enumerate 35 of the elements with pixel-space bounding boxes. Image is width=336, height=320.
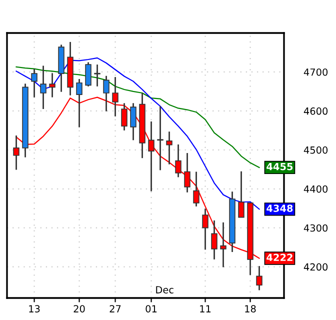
data-label: 4455 xyxy=(266,163,293,170)
x-tick-label: 01 xyxy=(146,305,157,312)
x-tick-label: 11 xyxy=(200,305,211,312)
candlestick xyxy=(40,65,46,110)
candlestick xyxy=(85,62,92,88)
y-tick-label: 4300 xyxy=(304,224,328,232)
candlestick xyxy=(148,120,154,192)
candlestick xyxy=(49,72,56,98)
candlestick xyxy=(76,78,82,128)
y-tick-label: 4700 xyxy=(304,68,328,76)
x-tick-label: 18 xyxy=(245,305,256,312)
candlestick xyxy=(193,171,200,208)
candlestick xyxy=(130,102,136,141)
candlestick xyxy=(175,144,182,178)
annotation: Dec xyxy=(156,286,174,294)
candlestick xyxy=(184,152,190,194)
candlestick xyxy=(121,102,128,132)
candlestick xyxy=(103,75,110,112)
candlestick xyxy=(94,64,100,88)
y-tick-label: 4500 xyxy=(304,146,328,154)
y-tick-label: 4200 xyxy=(304,263,328,271)
candlestick xyxy=(202,208,208,250)
candlestick xyxy=(31,68,38,98)
candlestick xyxy=(166,130,172,166)
x-tick-label: 13 xyxy=(29,305,40,312)
x-tick-label: 20 xyxy=(74,305,85,312)
data-label: 4348 xyxy=(266,204,293,212)
candlestick xyxy=(238,170,244,218)
x-tick-label: 27 xyxy=(110,305,121,312)
y-tick-label: 4600 xyxy=(304,107,328,115)
y-tick-label: 4400 xyxy=(304,185,328,193)
candlestick xyxy=(157,106,164,171)
line-series xyxy=(16,96,260,259)
data-label: 4222 xyxy=(266,254,292,261)
candlestick xyxy=(256,265,262,291)
